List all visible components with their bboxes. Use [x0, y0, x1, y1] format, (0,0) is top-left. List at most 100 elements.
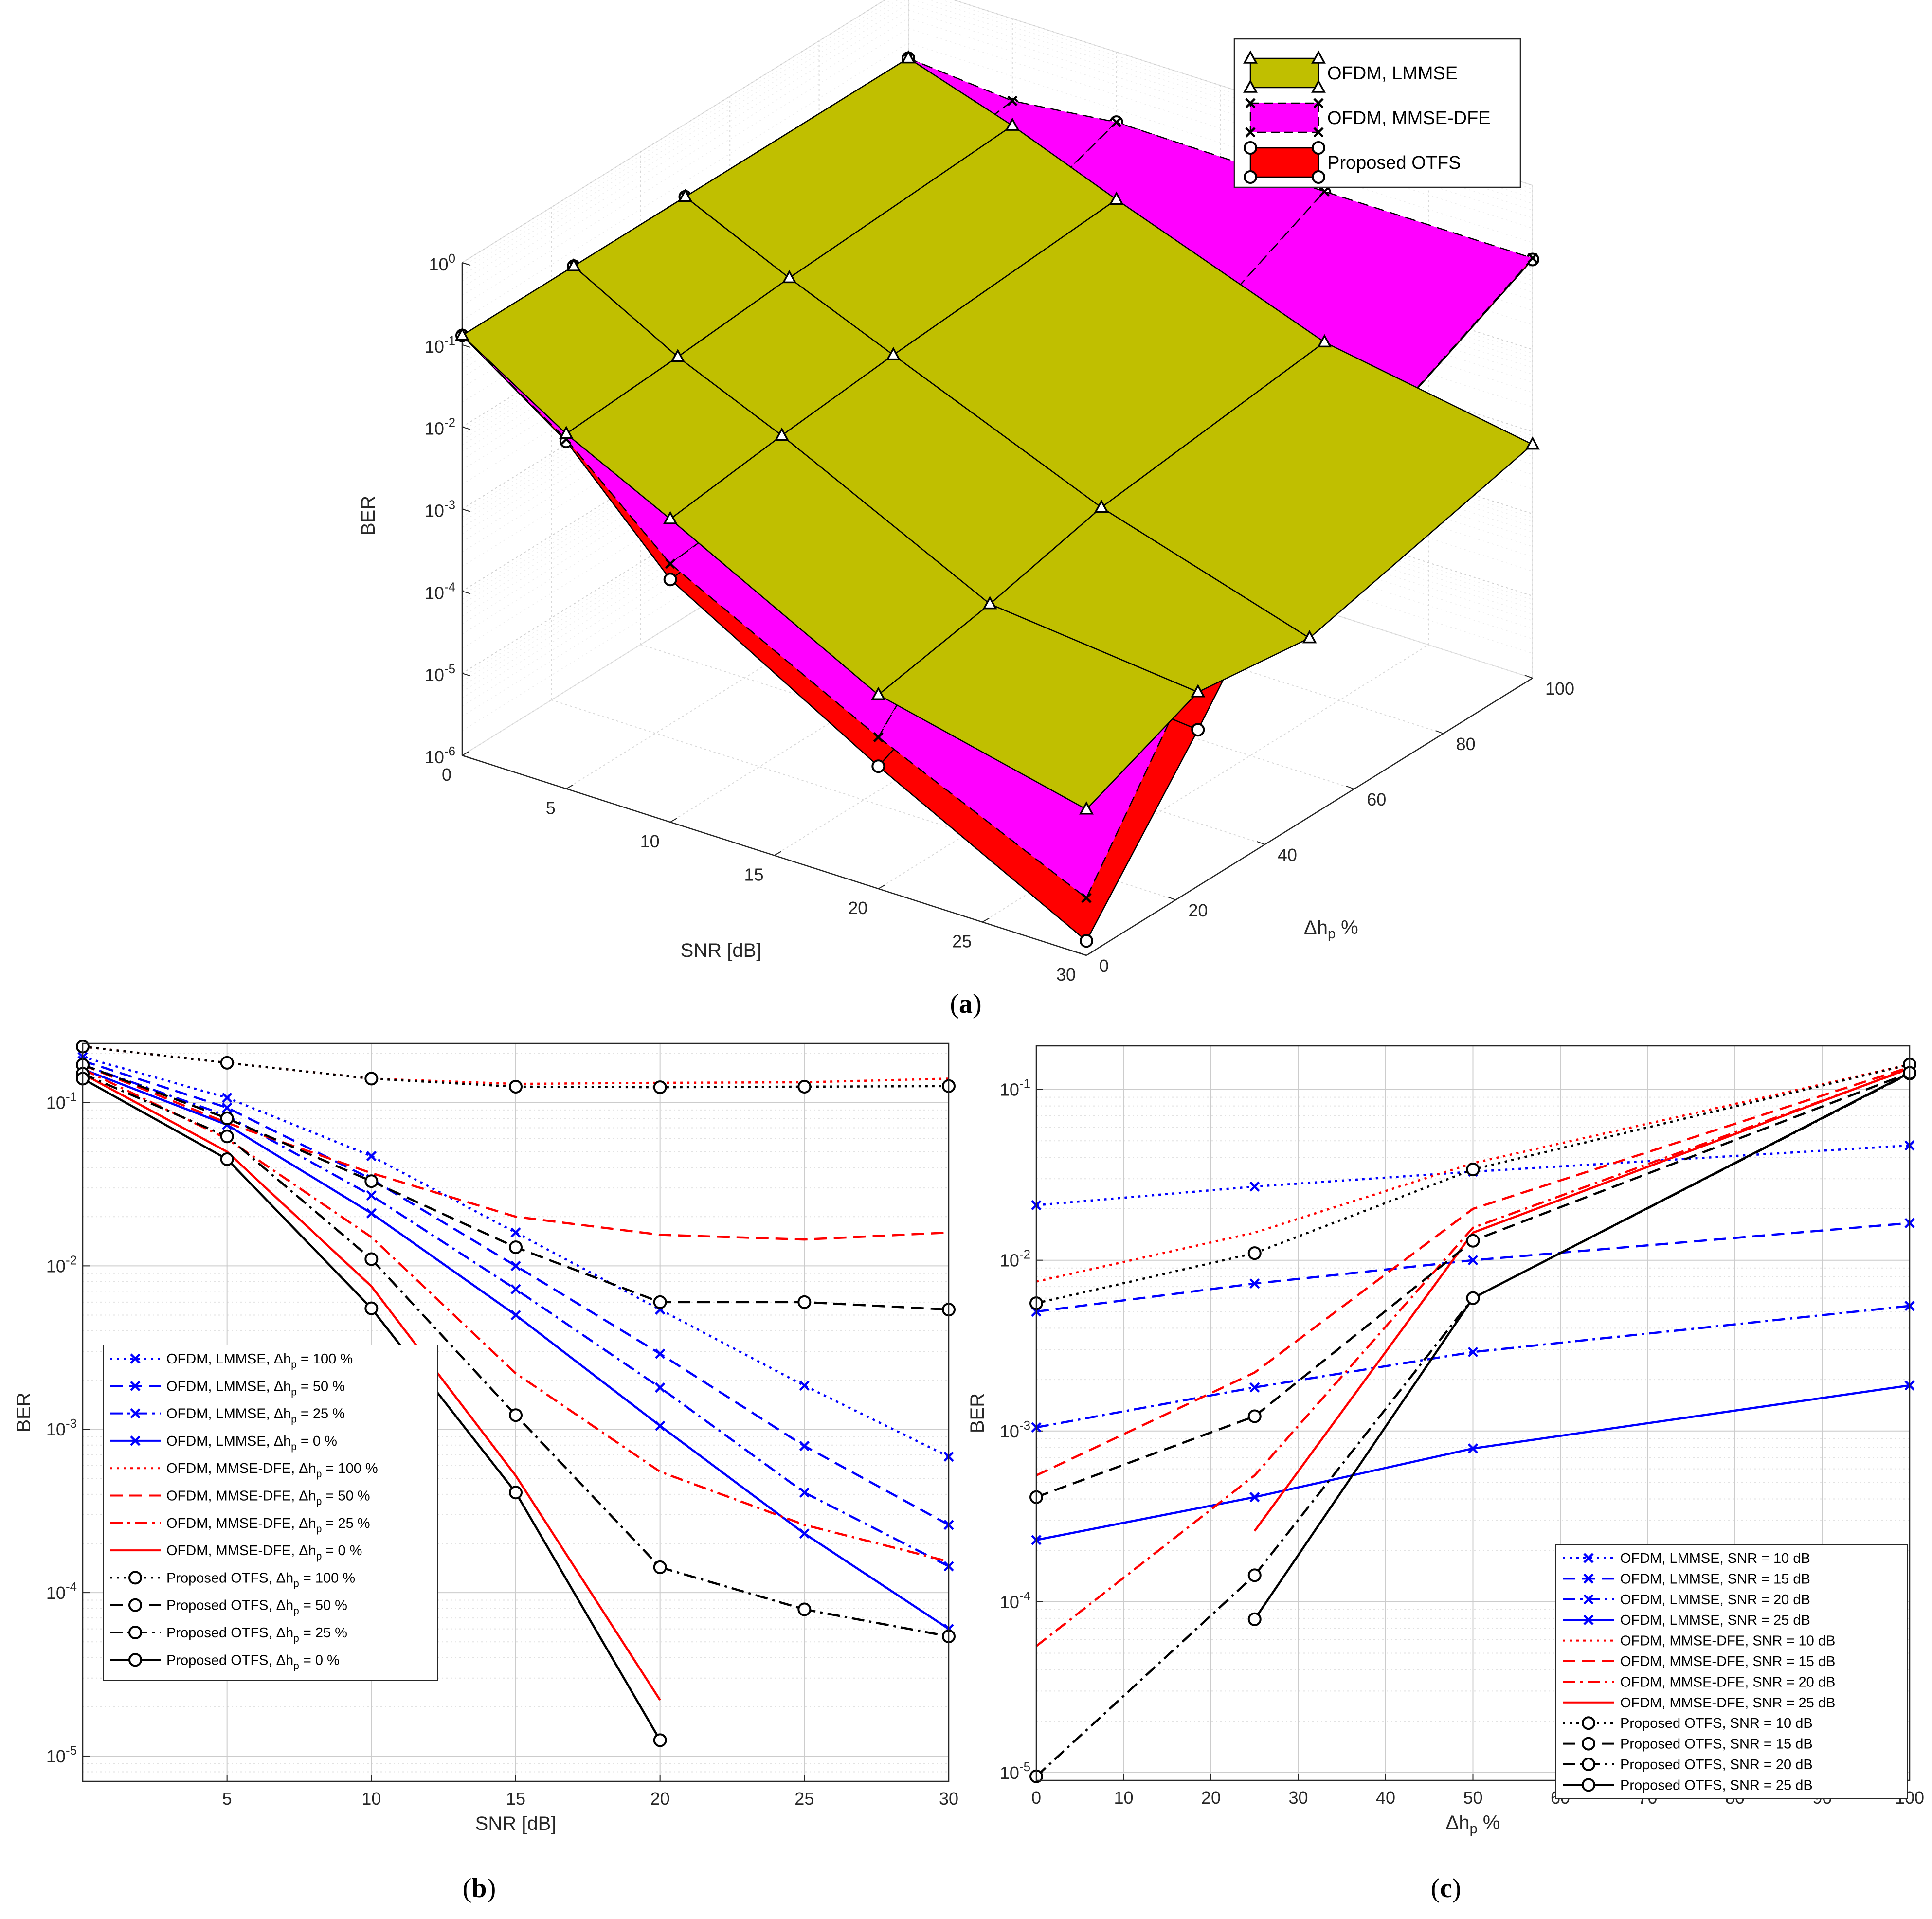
data-point [220, 1112, 234, 1126]
surface-vertex [1191, 723, 1205, 737]
z-tick-label: 10-1 [425, 334, 455, 357]
y-tick-label: 10-2 [1000, 1248, 1030, 1271]
y-tick-label: 10-3 [1000, 1419, 1030, 1441]
surface-vertex [1317, 334, 1332, 348]
y-tick [1346, 786, 1354, 789]
legend-label: OFDM, MMSE-DFE, Δhp = 25 % [166, 1516, 370, 1535]
x-tick [670, 818, 678, 823]
data-point [1249, 1181, 1260, 1192]
surface-vertex [774, 427, 789, 441]
data-point [799, 1380, 810, 1391]
x-tick [878, 884, 885, 889]
legend-marker [1243, 79, 1258, 93]
surface-vertex [559, 426, 574, 439]
data-point [653, 1080, 667, 1094]
data-point [364, 1072, 379, 1086]
data-point [220, 1056, 234, 1070]
legend-label: Proposed OTFS [1327, 153, 1461, 173]
x-tick-label: 10 [640, 831, 660, 851]
data-point [509, 1240, 523, 1255]
x-tick-label: 10 [361, 1789, 381, 1809]
data-point [509, 1408, 523, 1422]
data-point [797, 1079, 812, 1094]
wall-minor-grid [908, 28, 1533, 229]
legend-label: Proposed OTFS, Δhp = 0 % [166, 1652, 340, 1671]
legend-marker [1583, 1594, 1594, 1605]
legend-label: Proposed OTFS, Δhp = 100 % [166, 1570, 355, 1589]
data-point [1249, 1492, 1260, 1503]
surface-vertex [670, 348, 686, 362]
legend-marker [1312, 170, 1325, 184]
x-tick-label: 5 [222, 1789, 232, 1809]
data-point [655, 1348, 666, 1359]
x-axis-label: Δhp % [1446, 1812, 1500, 1837]
y-tick-label: 10-1 [1000, 1077, 1030, 1100]
legend-label: Proposed OTFS, SNR = 20 dB [1620, 1757, 1813, 1773]
legend-marker [1582, 1716, 1595, 1730]
legend-label: OFDM, MMSE-DFE, SNR = 20 dB [1620, 1674, 1835, 1690]
data-point [366, 1151, 377, 1162]
data-point [220, 1152, 234, 1166]
surface-vertex [1005, 117, 1020, 131]
legend-marker [1583, 1573, 1594, 1584]
series-line [1036, 1063, 1910, 1283]
surface-vertex [1109, 191, 1124, 205]
legend-marker [1583, 1553, 1594, 1563]
x-tick-label: 15 [506, 1789, 525, 1809]
legend-label: OFDM, MMSE-DFE, SNR = 10 dB [1620, 1633, 1835, 1649]
z-tick-label: 10-5 [425, 663, 455, 685]
data-point [510, 1260, 521, 1271]
z-tick-label: 10-2 [425, 416, 455, 439]
y-tick-label: 10-1 [46, 1090, 77, 1112]
panel-b-ber-vs-snr-chart: 10-1 10-2 10-3 10-4 10-5 5 10 15 20 25 30 SNR [dB] B… [13, 1040, 958, 1903]
legend-marker [1582, 1778, 1595, 1792]
legend-marker [1311, 50, 1326, 64]
data-point [1466, 1291, 1480, 1305]
data-point [1247, 1612, 1262, 1626]
legend-marker [128, 1653, 142, 1667]
x-axis-label: SNR [dB] [475, 1813, 557, 1834]
legend-label: OFDM, LMMSE, SNR = 10 dB [1620, 1551, 1810, 1566]
y-tick-label: 10-5 [46, 1744, 77, 1766]
surface-vertex [886, 347, 901, 360]
surface-vertex [1094, 499, 1109, 513]
legend-label: OFDM, MMSE-DFE, Δhp = 50 % [166, 1489, 370, 1507]
y-tick-label: 10-4 [1000, 1590, 1030, 1612]
legend-label: Proposed OTFS, SNR = 10 dB [1620, 1716, 1813, 1731]
y-tick-label: 40 [1278, 845, 1297, 865]
z-tick [462, 262, 470, 266]
data-point [1467, 1443, 1479, 1454]
data-point [799, 1487, 810, 1498]
surface-vertex [1111, 117, 1122, 127]
legend-marker [1311, 79, 1326, 93]
data-point [1466, 1234, 1480, 1248]
data-point [799, 1441, 810, 1452]
surface-vertex [1302, 629, 1317, 644]
legend-marker [1245, 98, 1256, 108]
data-point [653, 1733, 667, 1747]
x-tick-label: 20 [650, 1789, 670, 1809]
legend-marker [128, 1626, 142, 1639]
surface-vertex [1080, 934, 1093, 948]
data-point [797, 1602, 812, 1616]
data-point [220, 1130, 234, 1144]
surface-vertex [566, 258, 581, 271]
y-tick-label: 100 [1545, 679, 1574, 699]
surface-vertex [1319, 186, 1330, 197]
x-tick-label: 25 [794, 1789, 814, 1809]
series-line [1036, 1305, 1910, 1429]
data-point [653, 1560, 667, 1574]
data-point [510, 1227, 521, 1238]
y-tick [1257, 841, 1265, 845]
z-tick [462, 508, 470, 512]
legend-marker [1245, 127, 1256, 138]
legend-marker [130, 1435, 141, 1446]
surface-lmmse3d [455, 50, 1540, 815]
legend-swatch [1249, 147, 1319, 178]
data-point [510, 1284, 521, 1294]
data-point [510, 1309, 521, 1321]
data-point [222, 1093, 233, 1103]
legend-swatch [1249, 57, 1319, 89]
legend-box [103, 1345, 438, 1681]
wall-minor-grid [908, 420, 1533, 621]
